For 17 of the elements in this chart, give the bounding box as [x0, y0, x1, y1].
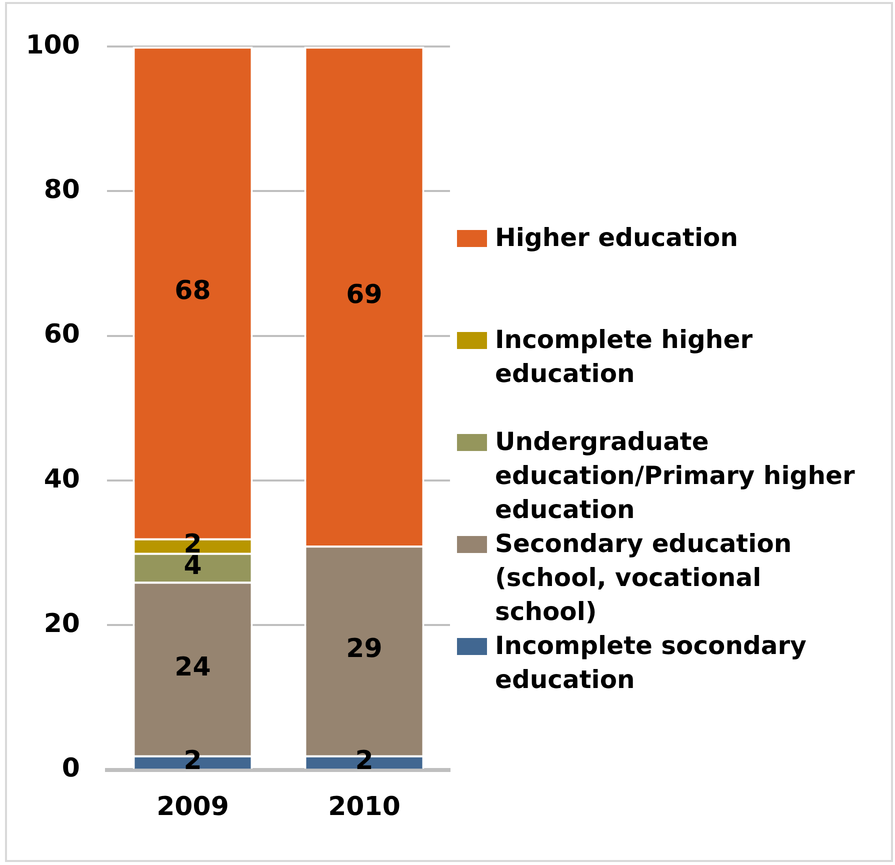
- data-label: 69: [346, 280, 382, 310]
- y-tick-label: 0: [62, 754, 80, 784]
- legend-label: Undergraduate education/Primary higher education: [495, 426, 856, 526]
- x-tick-label: 2009: [156, 792, 229, 822]
- y-tick-label: 100: [26, 30, 80, 60]
- y-tick-label: 40: [44, 464, 80, 494]
- legend-label: Secondary education (school, vocational school): [495, 528, 793, 628]
- data-label: 24: [174, 652, 211, 682]
- y-tick-label: 60: [44, 320, 80, 350]
- y-tick-label: 80: [44, 174, 80, 205]
- y-tick-label: 20: [44, 608, 80, 639]
- data-label: 68: [174, 276, 211, 306]
- legend-label: Incomplete socondary education: [495, 630, 808, 696]
- data-label: 29: [346, 634, 382, 664]
- legend-label: Incomplete higher education: [495, 324, 754, 390]
- legend-label: Higher education: [495, 222, 740, 254]
- x-tick-label: 2010: [328, 792, 400, 822]
